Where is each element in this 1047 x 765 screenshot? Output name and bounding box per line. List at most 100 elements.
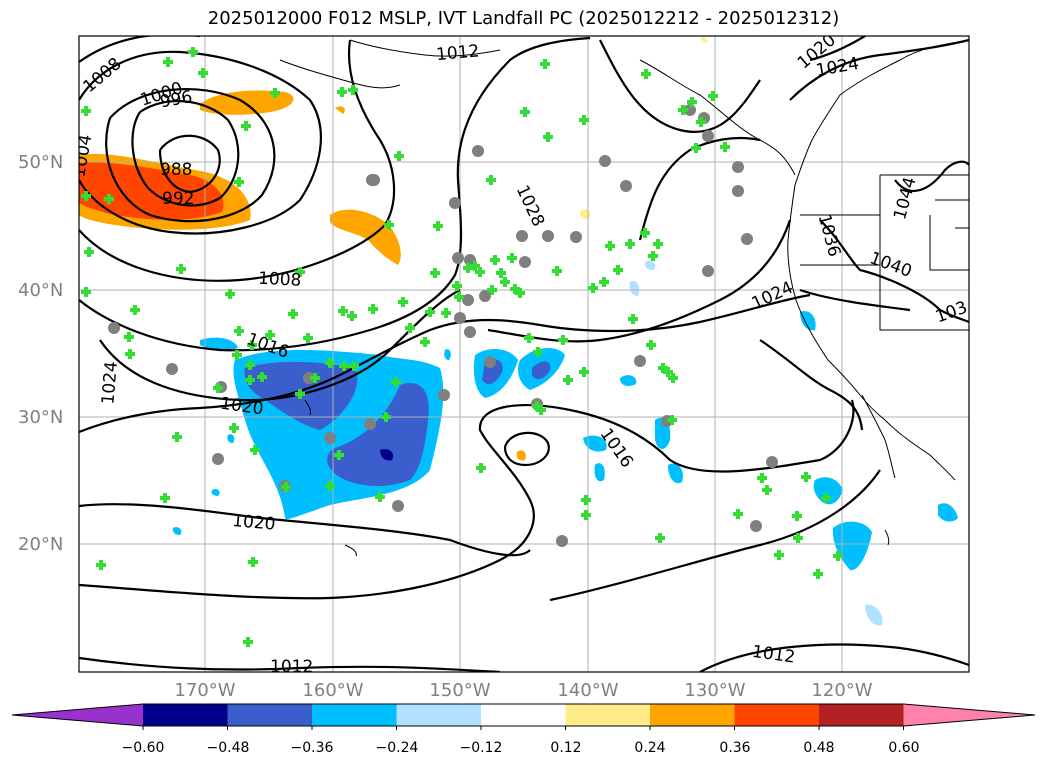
landfall-cross-marker — [648, 251, 658, 261]
landfall-circle-marker — [108, 322, 120, 334]
landfall-cross-marker — [213, 383, 223, 393]
landfall-cross-marker — [613, 265, 623, 275]
landfall-cross-marker — [563, 375, 573, 385]
landfall-cross-marker — [757, 473, 767, 483]
colorbar-segment — [734, 704, 820, 726]
lat-label-20n: 20°N — [18, 534, 63, 555]
landfall-cross-marker — [245, 375, 255, 385]
landfall-cross-marker — [558, 335, 568, 345]
landfall-cross-marker — [524, 333, 534, 343]
landfall-cross-marker — [265, 330, 275, 340]
landfall-circle-marker — [570, 231, 582, 243]
landfall-cross-marker — [487, 285, 497, 295]
landfall-cross-marker — [579, 367, 589, 377]
landfall-cross-marker — [536, 405, 546, 415]
landfall-cross-marker — [349, 361, 359, 371]
landfall-cross-marker — [295, 267, 305, 277]
landfall-cross-marker — [813, 569, 823, 579]
latitude-labels: 50°N 40°N 30°N 20°N — [18, 152, 63, 555]
landfall-cross-marker — [532, 401, 542, 411]
landfall-circle-marker — [519, 256, 531, 268]
landfall-cross-marker — [234, 177, 244, 187]
landfall-cross-marker — [833, 551, 843, 561]
lon-label-130w: 130°W — [684, 680, 745, 701]
landfall-circle-marker — [702, 265, 714, 277]
landfall-cross-marker — [160, 493, 170, 503]
landfall-cross-marker — [172, 432, 182, 442]
landfall-cross-marker — [500, 277, 510, 287]
landfall-cross-marker — [625, 239, 635, 249]
landfall-cross-marker — [81, 106, 91, 116]
longitude-labels: 170°W 160°W 150°W 140°W 130°W 120°W — [174, 680, 872, 701]
landfall-cross-marker — [84, 247, 94, 257]
landfall-cross-marker — [125, 349, 135, 359]
landfall-cross-marker — [496, 268, 506, 278]
landfall-cross-marker — [391, 377, 401, 387]
landfall-cross-marker — [163, 57, 173, 67]
map-panel: 1008 1000 996 1004 988 992 1012 1020 102… — [79, 36, 969, 677]
landfall-cross-marker — [668, 373, 678, 383]
colorbar-segment — [143, 704, 228, 726]
landfall-cross-marker — [281, 482, 291, 492]
landfall-cross-marker — [405, 323, 415, 333]
landfall-circle-marker — [542, 230, 554, 242]
landfall-circle-marker — [634, 355, 646, 367]
landfall-cross-marker — [225, 289, 235, 299]
lon-label-160w: 160°W — [302, 680, 363, 701]
landfall-cross-marker — [486, 175, 496, 185]
landfall-cross-marker — [368, 304, 378, 314]
landfall-cross-marker — [337, 87, 347, 97]
landfall-cross-marker — [646, 340, 656, 350]
lon-label-150w: 150°W — [429, 680, 490, 701]
landfall-cross-marker — [433, 221, 443, 231]
landfall-cross-marker — [687, 97, 697, 107]
colorbar-segment — [312, 704, 397, 726]
landfall-cross-marker — [229, 423, 239, 433]
isobar-label: 1008 — [258, 269, 302, 291]
landfall-cross-marker — [658, 363, 668, 373]
landfall-cross-marker — [130, 305, 140, 315]
landfall-cross-marker — [533, 347, 543, 357]
landfall-circle-marker — [479, 290, 491, 302]
landfall-cross-marker — [640, 228, 650, 238]
landfall-cross-marker — [475, 267, 485, 277]
landfall-cross-marker — [288, 309, 298, 319]
landfall-cross-marker — [454, 292, 464, 302]
landfall-cross-marker — [270, 88, 280, 98]
landfall-cross-marker — [605, 241, 615, 251]
landfall-cross-marker — [655, 533, 665, 543]
landfall-cross-marker — [176, 264, 186, 274]
landfall-cross-marker — [470, 261, 480, 271]
landfall-circle-marker — [620, 180, 632, 192]
landfall-cross-marker — [250, 445, 260, 455]
colorbar-tick-label: 0.36 — [719, 740, 750, 756]
landfall-cross-marker — [678, 105, 688, 115]
colorbar-tick-label: −0.48 — [207, 740, 250, 756]
landfall-cross-marker — [476, 463, 486, 473]
landfall-cross-marker — [667, 415, 677, 425]
landfall-cross-marker — [579, 115, 589, 125]
landfall-cross-marker — [338, 306, 348, 316]
gridlines — [79, 36, 969, 672]
landfall-circle-marker — [392, 500, 404, 512]
isobar-label: 1012 — [270, 657, 313, 677]
isobar-label: 1024 — [98, 361, 122, 406]
landfall-cross-marker — [821, 493, 831, 503]
landfall-circle-marker — [452, 252, 464, 264]
landfall-cross-marker — [188, 47, 198, 57]
landfall-cross-marker — [792, 511, 802, 521]
landfall-cross-marker — [257, 372, 267, 382]
landfall-circle-marker — [212, 453, 224, 465]
landfall-cross-marker — [310, 373, 320, 383]
landfall-cross-marker — [463, 263, 473, 273]
colorbar-segment — [819, 704, 904, 726]
landfall-circle-marker — [449, 197, 461, 209]
landfall-circle-marker — [438, 389, 450, 401]
landfall-circle-marker — [303, 372, 315, 384]
landfall-cross-marker — [303, 333, 313, 343]
landfall-cross-marker — [295, 389, 305, 399]
landfall-circle-marker — [732, 161, 744, 173]
colorbar — [11, 703, 1036, 730]
colorbar-segment — [227, 704, 313, 726]
